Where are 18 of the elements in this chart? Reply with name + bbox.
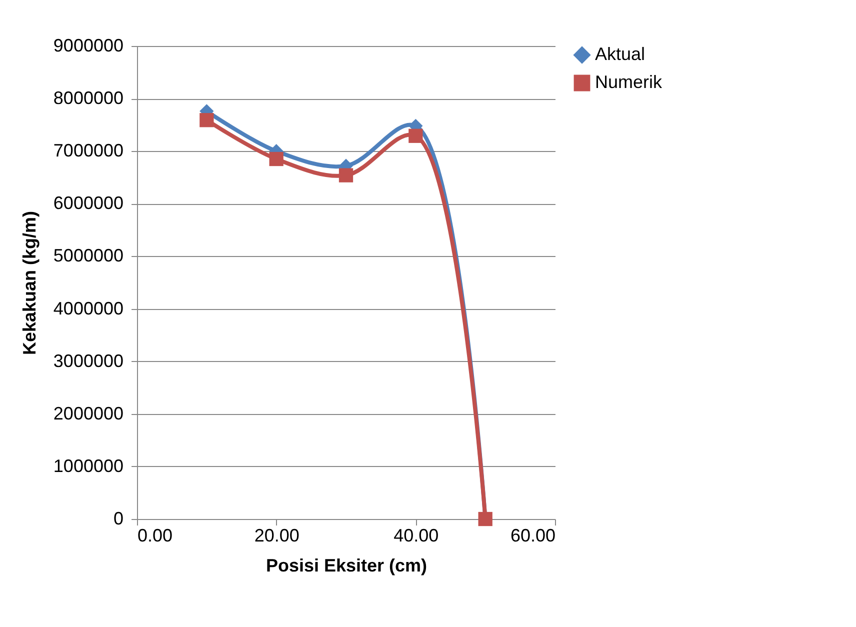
y-tick-label: 3000000 [53, 350, 124, 371]
x-axis-title: Posisi Eksiter (cm) [266, 556, 428, 576]
y-tick-label: 7000000 [53, 140, 124, 161]
y-tick-label: 0 [113, 508, 124, 528]
y-tick-label: 1000000 [53, 456, 124, 476]
x-tick-label: 0.00 [138, 526, 173, 546]
y-tick-label: 5000000 [53, 246, 124, 266]
x-tick-label: 40.00 [394, 526, 439, 546]
x-tick-label: 60.00 [510, 526, 556, 546]
y-tick-label: 2000000 [53, 403, 124, 424]
x-tick-label: 20.00 [254, 526, 300, 546]
y-tick-label: 9000000 [53, 36, 124, 56]
legend-label: Aktual [595, 44, 646, 64]
y-axis-title: Kekakuan (kg/m) [19, 210, 40, 356]
legend-label: Numerik [595, 72, 664, 92]
y-tick-label: 4000000 [53, 298, 124, 318]
y-tick-label: 8000000 [53, 88, 124, 108]
y-tick-label: 6000000 [53, 193, 124, 214]
